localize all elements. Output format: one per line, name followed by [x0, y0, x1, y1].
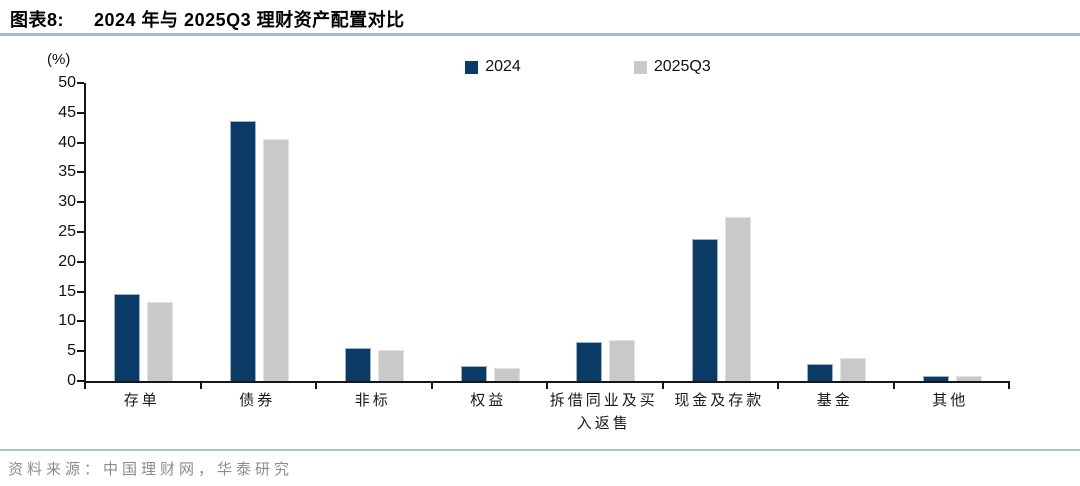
bar-2025Q3 [840, 357, 867, 381]
plot-area [77, 82, 1010, 389]
x-category-label: 基金 [816, 393, 853, 409]
footer-divider-rule [0, 449, 1080, 451]
legend-label-2024: 2024 [485, 58, 521, 75]
y-tick-mark [77, 201, 84, 204]
axis-corner-tick [84, 381, 86, 389]
y-tick-label: 0 [67, 372, 76, 389]
bar-2025Q3 [493, 367, 520, 381]
bar-2024 [922, 375, 949, 381]
x-tick-mark [777, 383, 779, 389]
bar-2024 [114, 293, 141, 381]
y-axis-unit-label: (%) [47, 51, 71, 68]
x-tick-mark [546, 383, 548, 389]
bar-2025Q3 [378, 350, 405, 381]
x-category-label: 债券 [239, 393, 276, 409]
bar-2024 [229, 121, 256, 381]
category-group [317, 83, 433, 381]
y-tick-label: 35 [58, 163, 76, 181]
y-tick-mark [77, 141, 84, 144]
x-tick-mark [199, 383, 202, 389]
figure-header: 图表8: 2024 年与 2025Q3 理财资产配置对比 [10, 6, 405, 32]
figure-title: 2024 年与 2025Q3 理财资产配置对比 [94, 10, 405, 30]
category-group [86, 83, 202, 381]
y-tick-label: 50 [58, 74, 76, 91]
y-tick-label: 10 [58, 312, 76, 330]
legend-item-2024: 2024 [465, 58, 521, 76]
x-axis-category-labels: 存单 债券 非标 权益 拆借同业及买 入返售 现金及存款 基金 其他 [84, 390, 1008, 437]
y-tick-label: 45 [58, 103, 76, 121]
y-tick-mark [77, 380, 84, 382]
y-tick-label: 40 [58, 133, 76, 151]
bar-2025Q3 [262, 139, 289, 381]
x-tick-mark [892, 383, 895, 389]
bar-2025Q3 [609, 339, 636, 381]
y-tick-label: 5 [67, 342, 76, 360]
x-tick-mark [430, 383, 433, 389]
title-divider-rule [0, 33, 1080, 36]
x-tick-mark [661, 383, 664, 389]
x-tick-mark [315, 383, 317, 389]
x-category-label: 其他 [932, 393, 969, 409]
bar-2024 [460, 366, 487, 381]
category-group [433, 83, 549, 381]
y-tick-mark [77, 350, 84, 353]
legend-swatch-2024 [465, 60, 479, 74]
legend-swatch-2025q3 [633, 60, 647, 74]
category-group [548, 83, 664, 381]
bar-2024 [691, 239, 718, 381]
legend-item-2025q3: 2025Q3 [633, 58, 711, 76]
category-group [202, 83, 318, 381]
y-tick-mark [77, 290, 84, 293]
x-category-label: 非标 [354, 393, 391, 409]
y-tick-label: 15 [58, 282, 76, 300]
y-tick-mark [77, 320, 84, 323]
category-group [895, 83, 1011, 381]
bar-2025Q3 [147, 302, 174, 381]
y-axis-tick-labels: 0 5 10 15 20 25 30 35 40 45 50 [30, 75, 76, 389]
bar-2024 [345, 348, 372, 381]
y-tick-mark [77, 82, 84, 84]
legend-label-2025q3: 2025Q3 [653, 58, 711, 75]
bar-2024 [576, 341, 603, 381]
x-tick-mark [1008, 383, 1010, 389]
x-category-label: 存单 [123, 393, 160, 409]
y-tick-label: 30 [58, 193, 76, 211]
y-tick-mark [77, 231, 84, 233]
figure-number-label: 图表8: [10, 10, 65, 30]
y-tick-mark [77, 171, 84, 174]
category-group [664, 83, 780, 381]
category-group [779, 83, 895, 381]
x-category-label: 拆借同业及买 入返售 [549, 393, 658, 433]
y-tick-label: 20 [58, 252, 76, 270]
x-category-label: 权益 [470, 393, 507, 409]
source-note: 资料来源：中国理财网，华泰研究 [8, 462, 294, 478]
y-tick-mark [77, 260, 84, 263]
chart-legend: 2024 2025Q3 [126, 58, 1050, 76]
bar-2025Q3 [955, 376, 982, 381]
x-category-label: 现金及存款 [674, 393, 765, 409]
bar-2025Q3 [724, 217, 751, 381]
bars-row [86, 83, 1010, 381]
bar-2024 [807, 363, 834, 381]
y-tick-label: 25 [58, 223, 76, 240]
y-tick-mark [77, 111, 84, 114]
